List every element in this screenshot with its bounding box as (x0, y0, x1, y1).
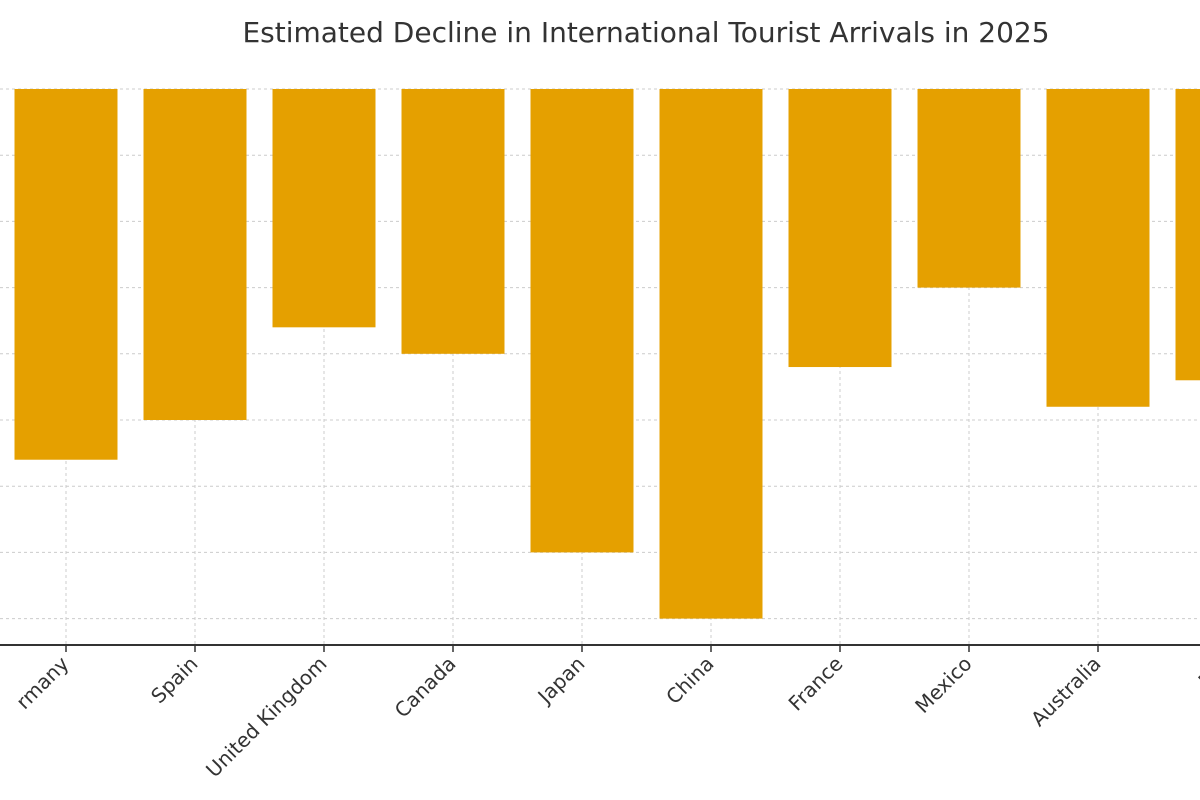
bar-germany (14, 89, 118, 460)
bar-spain (143, 89, 247, 420)
x-tick-label: Canada (390, 652, 461, 723)
x-tick-label: China (661, 652, 718, 709)
x-tick-label: Australia (1026, 652, 1106, 732)
bar-mexico (917, 89, 1021, 288)
x-tick-label: France (784, 652, 848, 716)
bars (14, 89, 1200, 619)
x-tick-label: Bra (1193, 652, 1200, 693)
x-tick-label: Spain (146, 652, 202, 708)
bar-japan (530, 89, 634, 553)
x-tick-label: United Kingdom (201, 652, 331, 782)
bar-china (659, 89, 763, 619)
x-tick-label: rmany (11, 651, 73, 713)
x-ticks (65, 645, 1099, 652)
x-tick-label: Mexico (910, 652, 976, 718)
x-tick-label: Japan (532, 652, 590, 710)
bar-australia (1046, 89, 1150, 407)
bar-brazil (1175, 89, 1200, 381)
chart-title: Estimated Decline in International Touri… (242, 16, 1049, 49)
bar-canada (401, 89, 505, 354)
bar-united-kingdom (272, 89, 376, 328)
bar-france (788, 89, 892, 368)
